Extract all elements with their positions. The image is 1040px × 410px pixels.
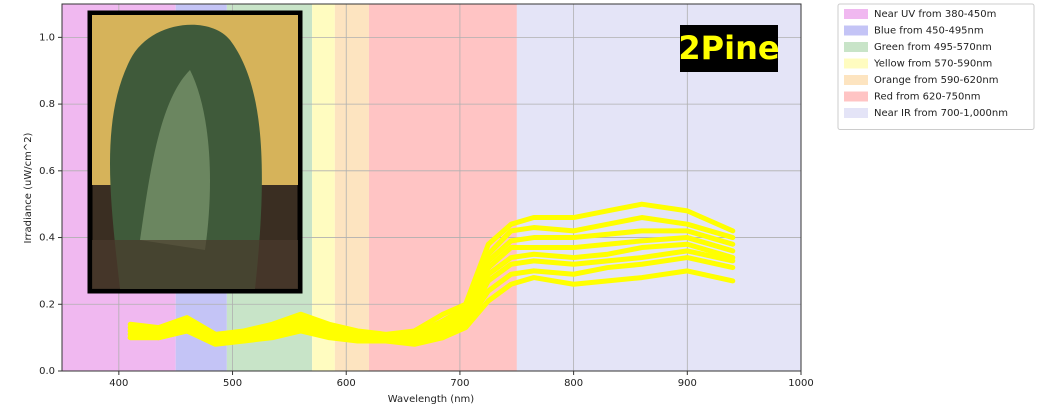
band <box>312 4 335 371</box>
series-line <box>127 201 736 337</box>
legend-label: Red from 620-750nm <box>874 92 981 103</box>
annotation-box <box>680 25 778 72</box>
photo-ground <box>92 240 298 289</box>
band <box>368 4 517 371</box>
legend-label: Blue from 450-495nm <box>874 26 984 37</box>
photo-foliage <box>140 70 210 250</box>
x-tick-label: 600 <box>337 378 356 389</box>
legend-swatch <box>844 58 868 69</box>
y-tick-label: 0.6 <box>39 166 55 177</box>
band <box>334 4 369 371</box>
y-tick-label: 0.4 <box>39 233 55 244</box>
legend-swatch <box>844 25 868 36</box>
y-axis-label: Irradiance (uW/cm^2) <box>23 132 34 243</box>
y-tick-label: 0.8 <box>39 99 55 110</box>
legend-label: Near IR from 700-1,000nm <box>874 108 1008 119</box>
legend-swatch <box>844 42 868 52</box>
legend: Near UV from 380-450m Blue from 450-495nm… <box>837 3 1035 130</box>
x-tick-label: 1000 <box>788 378 813 389</box>
x-tick-label: 400 <box>109 378 128 389</box>
legend-label: Near UV from 380-450m <box>874 9 996 20</box>
y-tick-label: 0.0 <box>39 366 55 377</box>
legend-swatch <box>844 108 868 118</box>
x-axis-label: Wavelength (nm) <box>388 394 474 405</box>
inset-photo <box>87 10 303 294</box>
legend-label: Orange from 590-620nm <box>874 75 998 86</box>
legend-frame <box>837 3 1035 130</box>
plot-frame <box>61 3 802 372</box>
legend-swatch <box>844 91 868 102</box>
legend-swatch <box>844 9 868 19</box>
y-tick-label: 1.0 <box>39 32 55 43</box>
legend-label: Yellow from 570-590nm <box>873 59 992 70</box>
y-tick-label: 0.2 <box>39 299 55 310</box>
legend-swatch <box>844 75 868 85</box>
x-tick-label: 700 <box>450 378 469 389</box>
legend-label: Green from 495-570nm <box>874 42 992 53</box>
lines <box>127 201 736 347</box>
x-tick-label: 500 <box>223 378 242 389</box>
series-line <box>127 268 736 347</box>
annotation: 2Pine <box>678 29 779 67</box>
x-tick-label: 800 <box>564 378 583 389</box>
x-tick-label: 900 <box>678 378 697 389</box>
